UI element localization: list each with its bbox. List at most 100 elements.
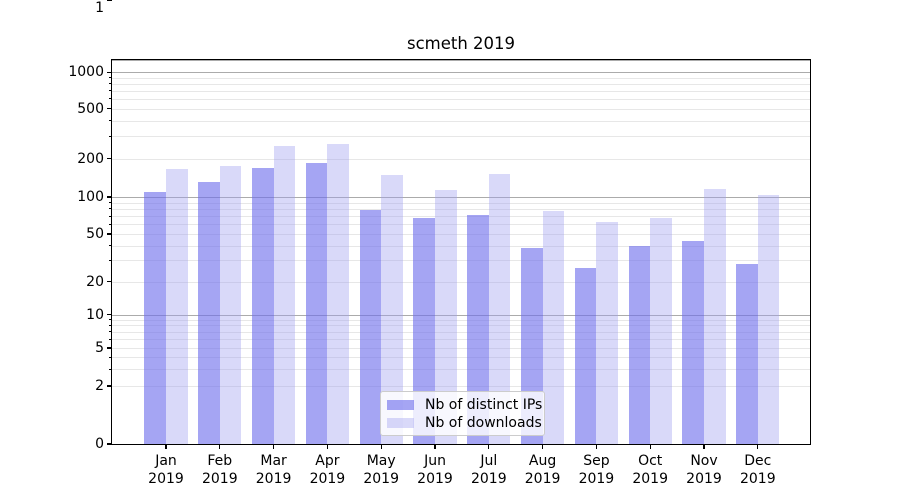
x-tick-label-apr: Apr 2019 [309, 453, 346, 487]
y-tick-5 [107, 347, 112, 349]
y-minortick-4 [109, 356, 112, 358]
bar-distinct-ips-dec [736, 264, 758, 444]
x-tick-label-dec: Dec 2019 [739, 453, 776, 487]
gridline-minor-8 [112, 325, 810, 327]
y-minortick-900 [109, 77, 112, 79]
bar-downloads-jan [166, 169, 188, 444]
legend-item-distinct-ips: Nb of distinct IPs [387, 396, 542, 414]
gridline-minor-3 [112, 369, 810, 371]
gridline-minor-600 [112, 98, 810, 100]
gridline-major-100 [112, 197, 810, 199]
bar-downloads-jul [488, 173, 511, 444]
y-tick-100 [107, 196, 112, 198]
y-tick-label-0: 0 [95, 436, 104, 452]
x-tick-feb [219, 444, 221, 449]
legend-swatch-distinct-ips [387, 400, 414, 410]
y-tick-1 [107, 0, 112, 2]
gridline-major-1 [112, 60, 810, 62]
y-minortick-30 [109, 259, 112, 261]
y-tick-label-200: 200 [77, 150, 104, 167]
legend-label-distinct-ips: Nb of distinct IPs [425, 397, 543, 413]
gridline-minor-5 [112, 348, 810, 349]
gridline-minor-9 [112, 319, 810, 321]
bar-distinct-ips-sep [574, 267, 597, 444]
bar-downloads-dec [757, 195, 780, 444]
bar-downloads-may [381, 175, 403, 444]
y-tick-1000 [107, 71, 112, 73]
y-tick-500 [107, 107, 112, 110]
y-minortick-7 [109, 331, 112, 333]
gridline-minor-2 [112, 386, 810, 387]
bar-distinct-ips-jun [413, 218, 435, 444]
gridline-minor-900 [112, 77, 810, 79]
bar-downloads-nov [704, 188, 726, 444]
y-tick-label-1: 1 [95, 0, 104, 16]
y-tick-20 [107, 280, 112, 283]
bar-downloads-aug [542, 210, 565, 444]
y-tick-label-2: 2 [95, 378, 104, 394]
gridline-minor-7 [112, 331, 810, 333]
bar-distinct-ips-nov [682, 240, 704, 444]
x-tick-label-feb: Feb 2019 [201, 453, 238, 487]
y-tick-0 [107, 443, 112, 445]
y-minortick-3 [109, 368, 112, 370]
x-tick-label-jan: Jan 2019 [148, 453, 184, 487]
y-minortick-8 [109, 324, 112, 326]
x-tick-jul [488, 444, 490, 449]
bar-downloads-oct [650, 217, 672, 444]
legend: Nb of distinct IPs Nb of downloads [380, 391, 545, 436]
x-tick-sep [595, 444, 597, 449]
x-tick-label-may: May 2019 [363, 453, 399, 487]
legend-item-downloads: Nb of downloads [387, 414, 542, 432]
bar-distinct-ips-oct [628, 245, 651, 444]
y-tick-label-20: 20 [86, 273, 104, 290]
y-minortick-800 [109, 83, 112, 85]
y-tick-200 [107, 157, 112, 160]
gridline-minor-300 [112, 136, 810, 138]
gridline-minor-40 [112, 245, 810, 247]
bar-downloads-feb [219, 165, 242, 444]
gridline-minor-60 [112, 224, 810, 226]
bar-downloads-mar [273, 146, 296, 444]
x-tick-label-jul: Jul 2019 [470, 453, 507, 487]
gridline-minor-4 [112, 357, 810, 359]
gridline-minor-800 [112, 83, 810, 85]
gridline-major-10 [112, 314, 810, 316]
bar-distinct-ips-may [359, 210, 382, 444]
y-minortick-90 [109, 202, 112, 203]
y-minortick-300 [109, 135, 112, 137]
gridline-minor-90 [112, 202, 810, 204]
bar-distinct-ips-mar [252, 167, 274, 444]
plot-area: Nb of distinct IPs Nb of downloads [112, 60, 810, 444]
x-tick-mar [273, 444, 275, 449]
y-tick-label-50: 50 [86, 226, 104, 242]
x-tick-label-jun: Jun 2019 [417, 453, 453, 487]
x-tick-label-oct: Oct 2019 [632, 453, 668, 487]
x-tick-label-nov: Nov 2019 [686, 453, 722, 487]
bar-distinct-ips-feb [198, 182, 220, 444]
y-minortick-700 [109, 90, 112, 92]
bar-distinct-ips-jan [144, 191, 166, 444]
chart-title: scmeth 2019 [406, 34, 516, 53]
y-minortick-40 [109, 245, 112, 246]
y-minortick-70 [109, 215, 112, 217]
legend-label-downloads: Nb of downloads [425, 415, 542, 431]
bar-distinct-ips-jul [467, 214, 489, 444]
y-tick-label-500: 500 [77, 100, 104, 117]
x-tick-label-sep: Sep 2019 [578, 453, 615, 487]
gridline-minor-6 [112, 339, 810, 341]
y-minortick-400 [109, 120, 112, 122]
y-minortick-9 [109, 319, 112, 320]
y-tick-50 [107, 233, 112, 235]
legend-swatch-downloads [387, 418, 414, 428]
bar-downloads-sep [596, 221, 618, 444]
gridline-minor-50 [112, 234, 810, 235]
gridline-minor-70 [112, 216, 810, 218]
y-tick-label-5: 5 [95, 340, 104, 356]
x-tick-oct [649, 444, 651, 449]
x-tick-dec [757, 444, 759, 449]
bar-downloads-apr [327, 144, 349, 444]
gridline-minor-500 [112, 108, 810, 110]
x-tick-jan [165, 444, 167, 449]
